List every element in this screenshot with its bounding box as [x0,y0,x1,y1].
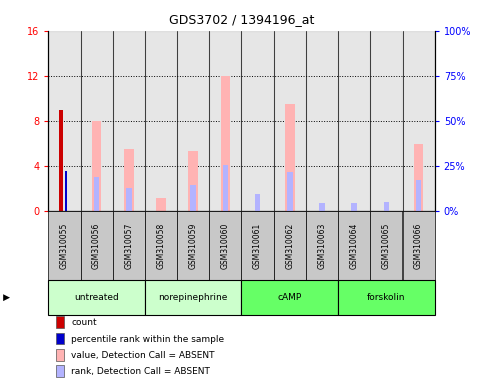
Bar [81,31,113,211]
Bar [338,211,370,280]
Bar [94,177,99,211]
Bar [402,31,435,211]
Text: untreated: untreated [74,293,119,302]
Bar [319,203,325,211]
Text: GSM310055: GSM310055 [60,223,69,269]
Text: forskolin: forskolin [367,293,406,302]
Text: count: count [71,318,97,327]
Bar [126,187,132,211]
Text: GSM310065: GSM310065 [382,223,391,269]
Text: GSM310061: GSM310061 [253,223,262,269]
Bar [190,185,196,211]
Text: agent ▶: agent ▶ [0,293,10,302]
Bar [56,316,64,328]
Bar [274,211,306,280]
Bar [156,198,166,211]
Bar [306,211,338,280]
Bar [209,31,242,211]
Bar [56,333,64,344]
Text: GSM310066: GSM310066 [414,223,423,269]
Bar [306,31,338,211]
Bar [113,31,145,211]
Bar [370,211,402,280]
Bar [48,280,145,315]
Bar [338,31,370,211]
Bar [113,211,145,280]
Text: GSM310059: GSM310059 [189,223,198,269]
Text: GSM310064: GSM310064 [350,223,359,269]
Bar [384,202,389,211]
Bar [338,280,435,315]
Bar [274,31,306,211]
Bar [221,76,230,211]
Bar [177,211,209,280]
Text: cAMP: cAMP [278,293,302,302]
Bar [56,365,64,377]
Bar [414,144,424,211]
Text: value, Detection Call = ABSENT: value, Detection Call = ABSENT [71,351,215,360]
Bar [188,151,198,211]
Bar [242,31,274,211]
Bar [370,31,402,211]
Text: GSM310058: GSM310058 [156,223,166,269]
Bar [65,170,67,211]
Bar [242,280,338,315]
Bar [145,211,177,280]
Bar [177,31,209,211]
Text: GSM310060: GSM310060 [221,223,230,269]
Bar [402,211,435,280]
Bar [242,211,274,280]
Bar [92,121,101,211]
Text: rank, Detection Call = ABSENT: rank, Detection Call = ABSENT [71,367,211,376]
Bar [81,211,113,280]
Bar [209,211,242,280]
Bar [416,180,422,211]
Text: GSM310062: GSM310062 [285,223,294,269]
Text: GSM310056: GSM310056 [92,223,101,269]
Text: GSM310063: GSM310063 [317,223,327,269]
Text: norepinephrine: norepinephrine [158,293,228,302]
Text: GDS3702 / 1394196_at: GDS3702 / 1394196_at [169,13,314,26]
Bar [59,110,63,211]
Bar [145,31,177,211]
Bar [145,280,242,315]
Bar [48,31,81,211]
Bar [56,349,64,361]
Bar [124,149,134,211]
Bar [223,165,228,211]
Text: percentile rank within the sample: percentile rank within the sample [71,334,225,344]
Bar [285,104,295,211]
Bar [351,203,357,211]
Bar [48,211,81,280]
Bar [255,194,260,211]
Bar [287,172,293,211]
Text: GSM310057: GSM310057 [124,223,133,269]
